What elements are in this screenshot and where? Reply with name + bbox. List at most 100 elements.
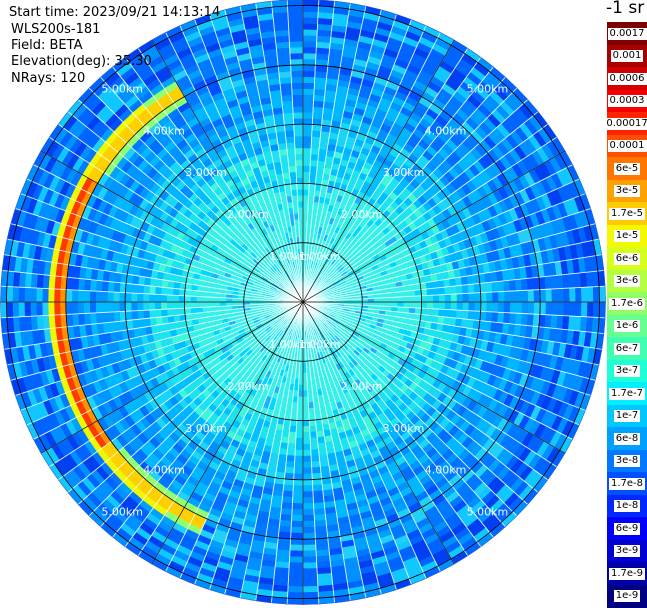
beta-gate <box>303 468 312 474</box>
beta-gate <box>392 302 398 307</box>
beta-gate <box>303 53 316 59</box>
beta-gate <box>143 310 150 319</box>
beta-gate <box>303 89 314 95</box>
beta-gate <box>108 312 115 323</box>
beta-gate <box>66 302 72 314</box>
beta-gate <box>487 302 493 312</box>
beta-gate <box>283 491 294 498</box>
beta-gate <box>599 302 605 318</box>
beta-gate <box>303 462 312 468</box>
beta-gate <box>493 292 499 302</box>
beta-gate <box>398 297 404 302</box>
beta-gate <box>303 403 309 409</box>
beta-gate <box>593 302 599 318</box>
beta-gate <box>287 449 295 456</box>
beta-gate <box>285 467 294 474</box>
beta-gate <box>310 444 318 451</box>
beta-gate <box>311 461 320 468</box>
beta-gate <box>569 302 575 316</box>
beta-gate <box>481 292 487 302</box>
beta-gate <box>208 297 214 302</box>
beta-gate <box>161 309 167 317</box>
beta-gate <box>42 302 48 316</box>
beta-gate <box>291 521 303 527</box>
beta-gate <box>297 415 303 421</box>
beta-gate <box>451 302 457 310</box>
beta-gate <box>303 118 313 124</box>
beta-gate <box>294 468 303 474</box>
beta-gate <box>462 310 469 319</box>
beta-gate <box>196 302 202 308</box>
beta-gate <box>569 288 575 302</box>
beta-gate <box>463 302 469 311</box>
beta-gate <box>310 166 317 172</box>
beta-gate <box>546 302 552 315</box>
beta-gate <box>564 302 570 316</box>
beta-gate <box>510 291 516 302</box>
beta-gate <box>475 302 481 311</box>
beta-gate <box>149 302 155 310</box>
beta-gate <box>113 292 119 302</box>
beta-gate <box>108 282 115 293</box>
beta-gate <box>552 289 558 302</box>
beta-gate <box>125 293 131 302</box>
beta-gate <box>421 302 427 309</box>
beta-gate <box>202 302 208 307</box>
beta-gate <box>474 283 481 293</box>
beta-gate <box>581 302 587 317</box>
beta-gate <box>290 420 297 426</box>
beta-gate <box>155 287 162 295</box>
beta-gate <box>534 302 540 314</box>
beta-gate <box>469 302 475 311</box>
beta-gate <box>288 580 303 586</box>
beta-gate <box>457 294 463 302</box>
beta-gate <box>492 282 499 293</box>
beta-gate <box>303 391 308 397</box>
beta-gate <box>303 59 316 65</box>
beta-gate <box>303 426 310 432</box>
beta-gate <box>311 449 319 456</box>
beta-gate <box>421 289 427 296</box>
beta-gate <box>303 397 308 403</box>
beta-gate <box>310 438 318 444</box>
beta-gate <box>202 297 208 302</box>
beta-gate <box>303 586 318 592</box>
beta-gate <box>303 409 309 415</box>
beta-gate <box>445 302 451 310</box>
beta-gate <box>528 290 534 302</box>
beta-gate <box>303 29 317 35</box>
beta-gate <box>284 473 294 480</box>
beta-gate <box>439 295 445 302</box>
beta-gate <box>303 456 311 462</box>
beta-gate <box>463 293 469 302</box>
beta-gate <box>303 557 317 563</box>
beta-gate <box>558 288 564 302</box>
beta-gate <box>294 462 303 468</box>
beta-gate <box>456 285 463 294</box>
beta-gate <box>309 184 316 190</box>
beta-gate <box>286 455 295 462</box>
beta-gate <box>296 438 303 444</box>
beta-gate <box>294 474 303 480</box>
beta-gate <box>30 302 36 316</box>
beta-gate <box>12 302 18 317</box>
beta-gate <box>95 291 101 302</box>
beta-gate <box>587 287 593 302</box>
beta-gate <box>313 485 323 492</box>
beta-gate <box>283 485 293 492</box>
beta-gate <box>12 287 18 302</box>
beta-gate <box>303 592 319 598</box>
beta-gate <box>303 598 319 604</box>
beta-gate <box>131 293 137 302</box>
beta-gate <box>498 302 504 313</box>
beta-gate <box>303 474 312 480</box>
beta-gate <box>303 509 314 515</box>
beta-gate <box>474 311 481 321</box>
beta-gate <box>173 288 179 295</box>
beta-gate <box>288 438 296 444</box>
beta-gate <box>415 308 421 315</box>
beta-gate <box>303 539 316 545</box>
beta-gate <box>114 282 121 292</box>
beta-gate <box>107 292 113 302</box>
beta-gate <box>313 491 324 498</box>
